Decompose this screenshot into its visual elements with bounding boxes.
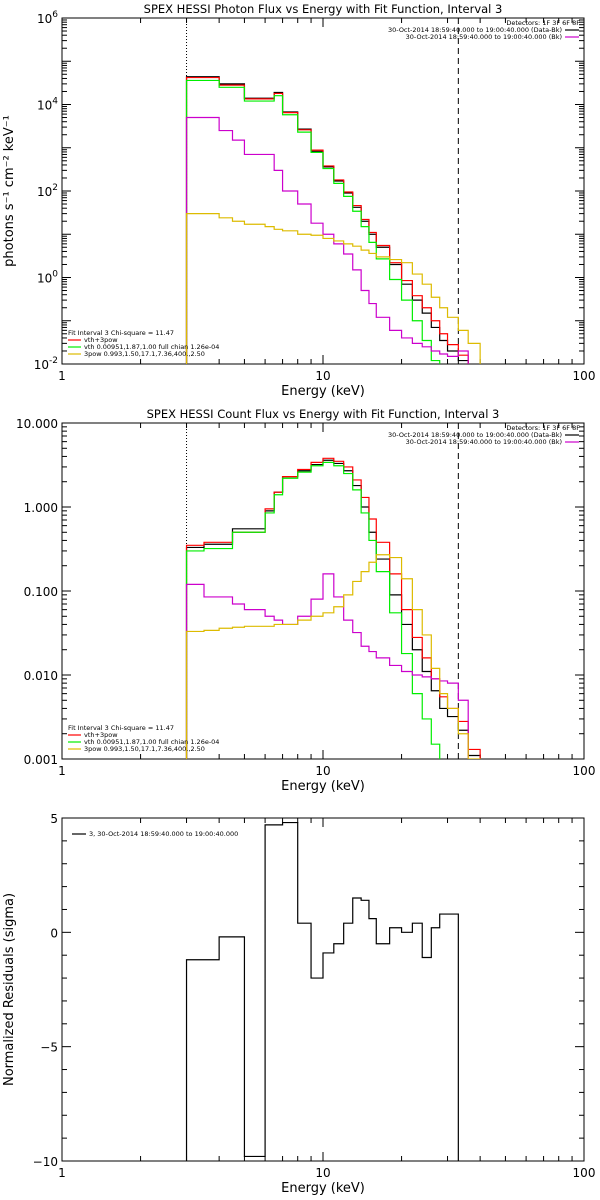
series-line-4 (185, 116, 469, 364)
plot-frame (61, 17, 585, 365)
y-tick-label: 0.100 (24, 585, 58, 599)
y-tick-label: 10.000 (16, 417, 58, 431)
legend-entry: 30-Oct-2014 18:59:40.000 to 19:00:40.000… (388, 431, 562, 439)
x-tick-label: 10 (315, 764, 330, 778)
legend-entry: 3pow 0.993,1.50,17.1,7.36,400.,2.50 (84, 745, 205, 753)
series-line-5 (185, 554, 481, 759)
legend-entry: vth 0.00951,1.87,1.00 full chian 1.26e-0… (84, 738, 219, 746)
x-tick-label: 1 (58, 1166, 66, 1180)
chart-panel-2: 1 10 100 0.001 0.010 0.100 1.000 10.000 SPEX HES… (16, 407, 595, 794)
x-tick-label: 10 (315, 369, 330, 383)
x-tick-label: 100 (573, 1166, 596, 1180)
series-line-1 (185, 76, 469, 364)
legend-entry: vth+3pow (84, 336, 118, 344)
y-axis-label: photons s⁻¹ cm⁻² keV⁻¹ (2, 115, 17, 267)
series-line-1 (185, 821, 459, 1161)
chart-panel-1: 1 10 100 10-2 100 102 104 106 SPEX HESSI Photon … (2, 2, 595, 399)
x-tick-label: 10 (315, 1166, 330, 1180)
series-line-4 (185, 573, 469, 759)
legend-entry: vth+3pow (84, 731, 118, 739)
legend-entry: 30-Oct-2014 18:59:40.000 to 19:00:40.000… (406, 33, 562, 41)
y-tick-label: 1.000 (24, 501, 58, 515)
legend-entry: 3, 30-Oct-2014 18:59:40.000 to 19:00:40.… (89, 830, 238, 838)
y-tick-label: 0.001 (24, 753, 58, 767)
legend-entry: 30-Oct-2014 18:59:40.000 to 19:00:40.000… (406, 438, 562, 446)
chart-title: SPEX HESSI Count Flux vs Energy with Fit… (147, 407, 500, 421)
series-line-2 (185, 457, 481, 759)
x-axis-label: Energy (keV) (281, 779, 365, 794)
y-tick-label: 10-2 (34, 356, 58, 372)
legend-entry: 30-Oct-2014 18:59:40.000 to 19:00:40.000… (388, 26, 562, 34)
legend-entry: 3pow 0.993,1.50,17.1,7.36,400.,2.50 (84, 350, 205, 358)
plot-frame (61, 817, 585, 1162)
legend-entry: Fit Interval 3 Chi-square = 11.47 (68, 724, 174, 732)
x-tick-label: 1 (58, 369, 66, 383)
y-tick-label: −10 (33, 1155, 58, 1169)
chart-title: SPEX HESSI Photon Flux vs Energy with Fi… (144, 2, 503, 16)
y-tick-label: 104 (37, 97, 58, 113)
y-tick-label: 0 (50, 926, 58, 940)
y-tick-label: 100 (37, 270, 58, 286)
x-axis-label: Energy (keV) (281, 1181, 365, 1196)
y-tick-label: 106 (37, 10, 58, 26)
chart-panel-3: 1 10 100 −10 −5 0 5 Energy (keV) Normalized Resi… (2, 812, 595, 1196)
legend-entry: vth 0.00951,1.87,1.00 full chian 1.26e-0… (84, 343, 219, 351)
y-tick-label: 102 (37, 183, 58, 199)
series-line-3 (185, 79, 441, 364)
y-tick-label: 5 (50, 812, 58, 826)
series-line-1 (185, 459, 481, 759)
series-line-3 (185, 461, 441, 759)
y-tick-label: 0.010 (24, 669, 58, 683)
series-line-2 (185, 76, 469, 364)
x-tick-label: 100 (573, 764, 596, 778)
series-line-5 (185, 213, 481, 364)
y-tick-label: −5 (40, 1041, 58, 1055)
y-axis-label: Normalized Residuals (sigma) (2, 893, 17, 1086)
x-tick-label: 100 (573, 369, 596, 383)
x-axis-label: Energy (keV) (281, 384, 365, 399)
legend-entry: Detectors: 1F 3F 6F 8F (506, 19, 580, 27)
legend-entry: Fit Interval 3 Chi-square = 11.47 (68, 329, 174, 337)
x-tick-label: 1 (58, 764, 66, 778)
legend-entry: Detectors: 1F 3F 6F 8F (506, 424, 580, 432)
